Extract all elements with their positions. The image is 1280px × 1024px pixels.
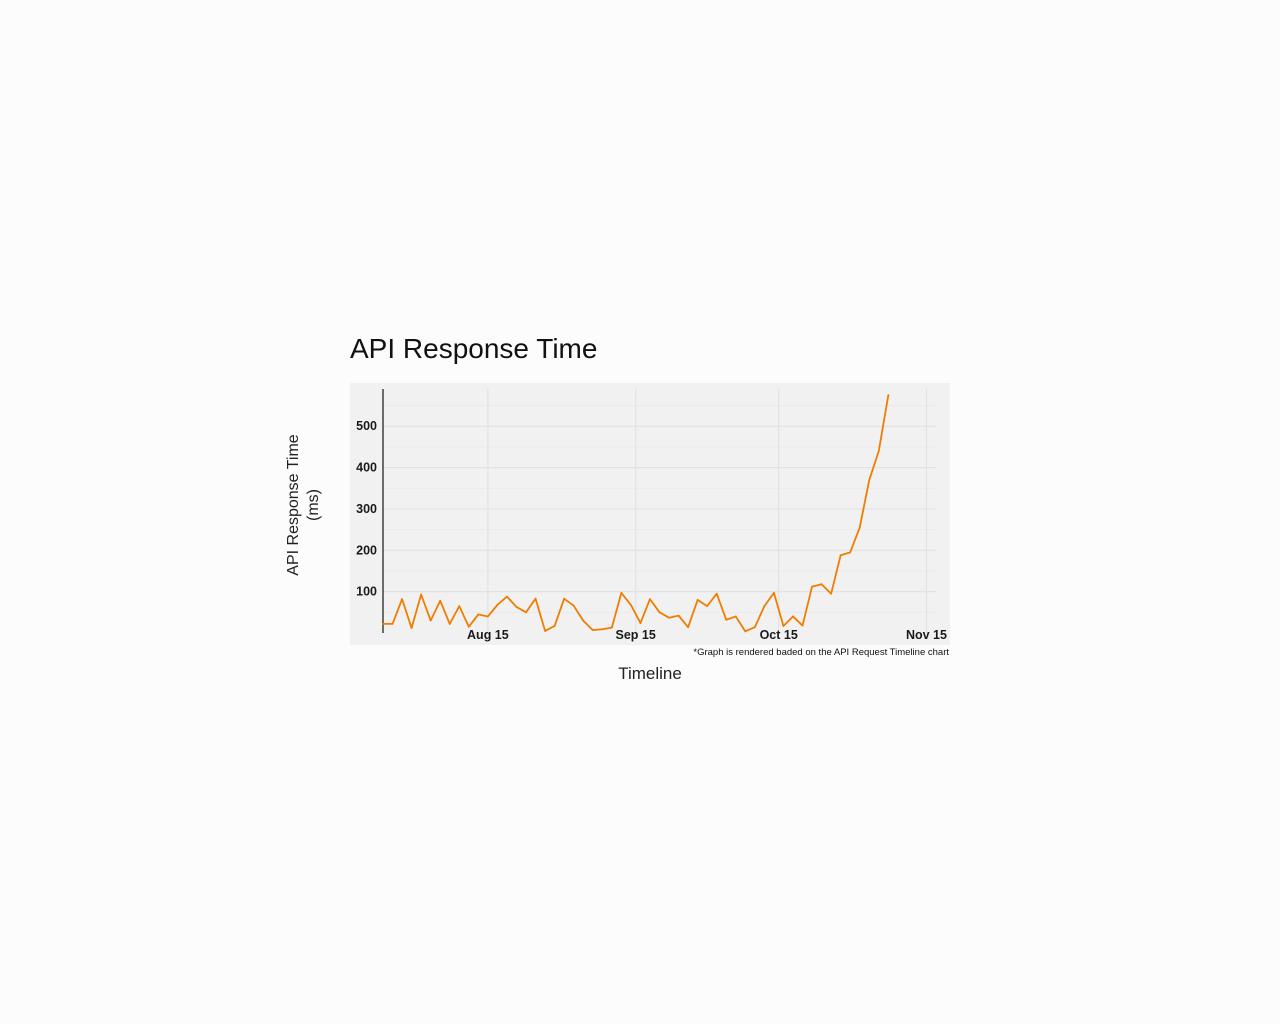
data-point: [429, 619, 432, 622]
chart-title: API Response Time: [350, 333, 598, 364]
data-point: [410, 627, 413, 629]
data-point: [706, 605, 709, 608]
data-point: [553, 625, 556, 627]
data-point: [725, 618, 728, 621]
data-point: [458, 605, 461, 608]
chart-footnote: *Graph is rendered baded on the API Requ…: [693, 647, 949, 658]
series-line: [382, 394, 890, 633]
y-tick-label: 500: [356, 419, 377, 433]
y-axis-label-line-1: API Response Time: [285, 434, 302, 576]
data-point: [887, 394, 890, 397]
data-point: [820, 583, 823, 586]
data-point: [506, 595, 508, 598]
x-tick-label: Aug 15: [467, 628, 509, 642]
data-point: [544, 630, 546, 632]
data-point: [601, 628, 604, 631]
data-point: [515, 606, 518, 608]
data-point: [696, 599, 699, 601]
line-chart: 100 200 300 400 500 Aug 15 Sep 15 Oct 15 Nov 15: [356, 389, 947, 642]
data-point: [668, 616, 670, 619]
x-tick-label: Sep 15: [616, 628, 656, 642]
data-point: [401, 598, 403, 600]
data-point: [744, 630, 747, 633]
data-point: [753, 626, 756, 629]
data-point: [420, 593, 423, 596]
data-point: [439, 599, 442, 602]
data-point: [563, 597, 566, 600]
data-point: [639, 622, 642, 624]
data-point: [467, 625, 470, 628]
data-point: [792, 615, 794, 618]
data-point: [811, 585, 813, 588]
data-point: [496, 603, 499, 606]
y-axis-label: API Response Time (ms): [284, 434, 324, 575]
data-point: [591, 629, 594, 632]
data-point: [868, 479, 871, 481]
y-tick-label: 400: [356, 461, 377, 475]
data-point: [582, 619, 585, 622]
y-tick-label: 300: [356, 502, 377, 516]
data-point: [839, 554, 842, 557]
x-tick-label: Nov 15: [906, 628, 947, 642]
data-point: [477, 613, 480, 616]
data-point: [734, 615, 737, 618]
y-tick-label: 200: [356, 543, 377, 557]
x-tick-label: Oct 15: [760, 628, 798, 642]
data-point: [849, 551, 852, 554]
data-point: [677, 614, 680, 617]
data-point: [649, 598, 651, 600]
data-point: [572, 604, 575, 607]
data-point: [773, 591, 775, 594]
plot-area: 100 200 300 400 500 Aug 15 Sep 15 Oct 15 Nov 15: [350, 383, 950, 645]
data-point: [448, 623, 451, 625]
data-point: [391, 623, 394, 625]
data-point: [858, 526, 861, 529]
data-point: [658, 611, 661, 614]
y-axis-label-line-2: (ms): [305, 489, 322, 521]
data-point: [830, 592, 833, 595]
data-point: [525, 611, 527, 614]
data-point: [877, 450, 880, 452]
data-point: [382, 623, 384, 625]
data-point: [782, 625, 785, 627]
data-point: [715, 592, 718, 595]
data-point: [763, 605, 766, 608]
data-point: [630, 603, 632, 606]
y-tick-label: 100: [356, 585, 377, 599]
data-point: [620, 591, 623, 594]
data-point: [534, 597, 537, 600]
data-point: [610, 626, 613, 629]
x-axis-label: Timeline: [618, 664, 682, 683]
data-point: [801, 624, 804, 627]
data-point: [687, 626, 689, 629]
data-point: [486, 615, 489, 618]
